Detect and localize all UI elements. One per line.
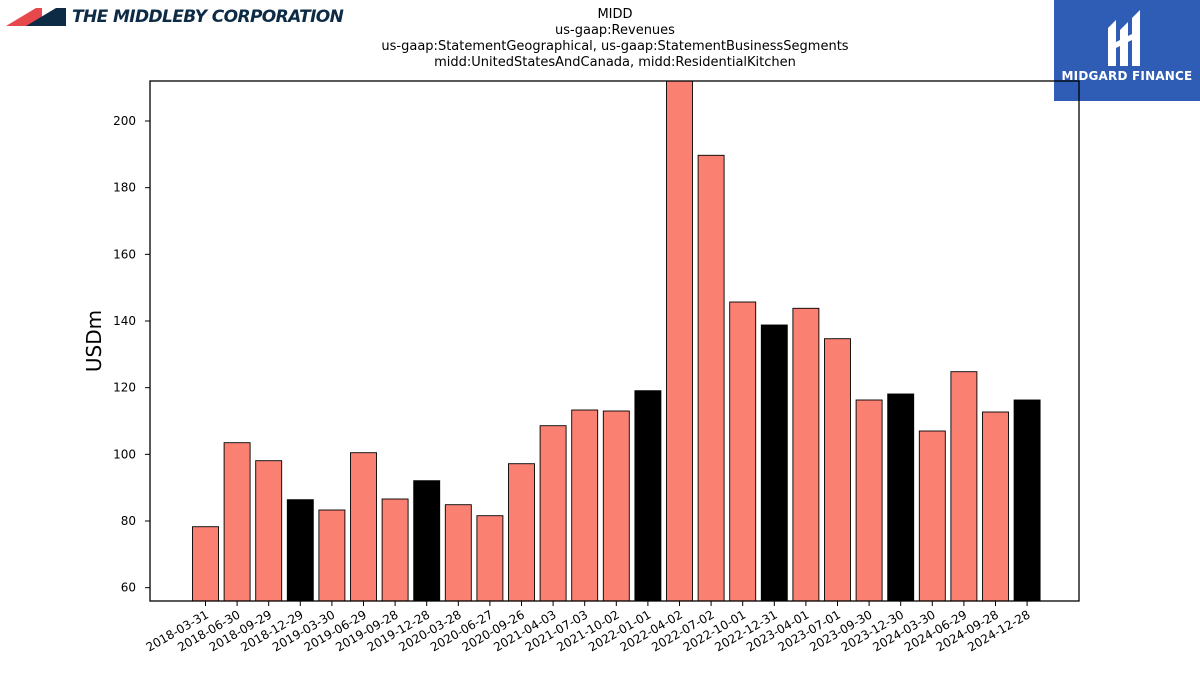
bar-2021-10-02 [602,410,630,602]
company-logo-text: THE MIDDLEBY CORPORATION [72,7,344,27]
y-tick-label: 160 [113,247,136,261]
bar-2022-10-01 [729,301,757,602]
bar-2024-06-29 [950,371,978,602]
bar-2020-06-27 [476,515,504,602]
y-axis: 60 80 100 120 140 160 180 200 [113,114,150,595]
bar-2019-06-29 [350,452,377,602]
y-tick-label: 120 [113,381,136,395]
y-tick-label: 200 [113,114,136,128]
bar-2020-03-28 [444,504,472,602]
bar-2024-09-28 [982,411,1009,602]
bar-2019-03-30 [318,509,346,602]
bar-2022-01-01 [634,390,662,602]
y-tick-label: 100 [113,447,136,461]
bar-2019-12-28 [413,480,441,602]
bar-2018-03-31 [192,526,219,602]
bar-2022-07-02 [697,154,725,602]
bar-2024-03-30 [918,430,946,602]
bar-2018-09-29 [255,460,283,602]
bar-2018-12-29 [286,499,314,602]
y-tick-label: 60 [121,581,136,595]
bar-2021-04-03 [539,425,567,602]
publisher-logo: MIDGARD FINANCE [1054,0,1200,101]
bar-2024-12-28 [1013,399,1041,602]
bar-2022-04-02 [666,80,693,602]
company-logo-icon [6,8,66,26]
chart-title-line-3: us-gaap:StatementGeographical, us-gaap:S… [381,39,849,54]
chart-title-line-4: midd:UnitedStatesAndCanada, midd:Residen… [434,55,796,70]
company-logo: THE MIDDLEBY CORPORATION [6,6,344,30]
x-axis: 2018-03-312018-06-302018-09-292018-12-29… [144,601,1033,654]
plot-frame [149,80,1080,602]
y-tick-label: 80 [121,514,136,528]
bar-group [192,80,1041,602]
midgard-logo-icon [1108,10,1140,66]
bar-2018-06-30 [223,442,251,602]
bar-2023-04-01 [792,307,820,602]
chart-title-block: MIDD us-gaap:Revenues us-gaap:StatementG… [300,7,930,71]
bar-2020-09-26 [508,463,535,602]
bar-2019-09-28 [381,498,409,602]
y-tick-label: 180 [113,181,136,195]
bar-2023-12-30 [887,393,915,602]
y-tick-label: 140 [113,314,136,328]
bar-2021-07-03 [571,409,599,602]
chart-title-line-2: us-gaap:Revenues [555,23,675,38]
bar-2022-12-31 [760,324,788,602]
publisher-name: MIDGARD FINANCE [1061,69,1193,83]
y-axis-label: USDm [82,310,106,372]
bar-2023-07-01 [824,338,851,602]
bar-2023-09-30 [855,399,883,602]
chart-title-line-1: MIDD [597,7,633,22]
